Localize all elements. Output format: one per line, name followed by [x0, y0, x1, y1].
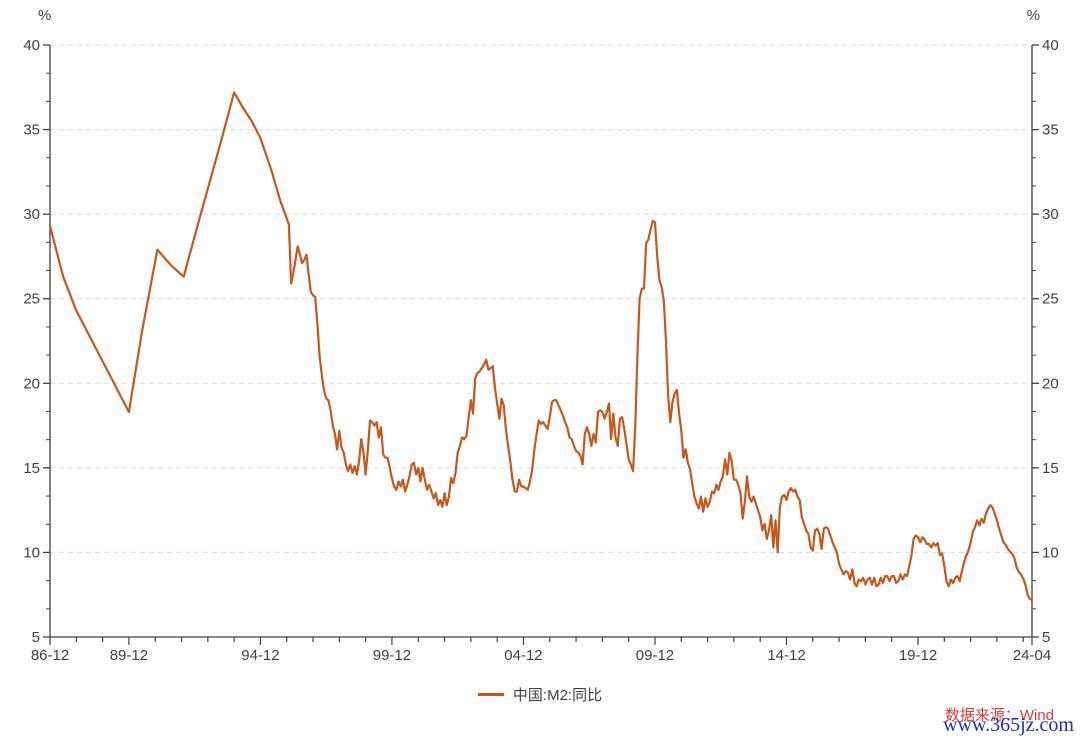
y-axis-unit-right: % [1026, 7, 1040, 24]
y-tick-label-right: 35 [1042, 122, 1059, 139]
y-axis-unit-left: % [38, 7, 52, 24]
x-tick-label: 04-12 [504, 647, 542, 664]
y-tick-label-right: 10 [1042, 544, 1059, 561]
m2-yoy-line [48, 91, 1034, 601]
x-tick-label: 24-04 [1013, 647, 1051, 664]
x-tick-label: 89-12 [110, 647, 148, 664]
y-tick-label-left: 15 [23, 460, 40, 477]
x-tick-label: 19-12 [899, 647, 937, 664]
y-tick-label-right: 30 [1042, 206, 1059, 223]
legend-series-label: 中国:M2:同比 [512, 687, 603, 704]
y-tick-label-left: 25 [23, 291, 40, 308]
x-tick-label: 09-12 [636, 647, 674, 664]
x-tick-label: 99-12 [373, 647, 411, 664]
data-source-watermark: 数据来源：Wind [944, 707, 1054, 724]
y-tick-label-left: 30 [23, 206, 40, 223]
x-tick-label: 94-12 [241, 647, 279, 664]
y-tick-label-right: 20 [1042, 375, 1059, 392]
y-tick-label-right: 25 [1042, 291, 1059, 308]
x-tick-label: 14-12 [767, 647, 805, 664]
y-tick-label-left: 5 [32, 629, 40, 646]
x-tick-label: 86-12 [31, 647, 69, 664]
site-watermark[interactable]: www.365jz.com [943, 714, 1074, 736]
y-tick-label-left: 35 [23, 122, 40, 139]
legend-line-swatch [477, 693, 504, 696]
y-tick-label-right: 5 [1042, 629, 1050, 646]
y-tick-label-left: 20 [23, 375, 40, 392]
y-tick-label-right: 40 [1042, 37, 1059, 54]
y-tick-label-left: 40 [23, 37, 40, 54]
y-tick-label-left: 10 [23, 544, 40, 561]
y-tick-label-right: 15 [1042, 460, 1059, 477]
legend: 中国:M2:同比 [0, 684, 1080, 705]
